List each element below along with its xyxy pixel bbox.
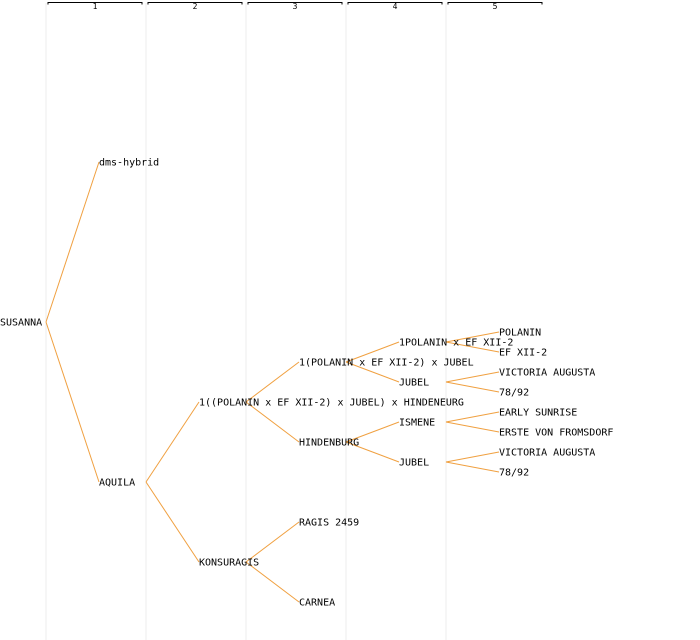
edge-n3-n5 — [245, 361, 300, 403]
edge-n12-n19 — [445, 451, 500, 463]
pedigree-node-n4[interactable]: KONSURAGIS — [199, 558, 259, 569]
pedigree-node-n3[interactable]: 1((POLANIN x EF XII-2) x JUBEL) x HINDEN… — [199, 398, 464, 409]
edge-n10-n15 — [445, 371, 500, 383]
edge-n0-n1 — [45, 161, 100, 323]
column-number-4: 4 — [393, 2, 398, 11]
edge-n12-n20 — [445, 461, 500, 473]
pedigree-node-n11[interactable]: ISMENE — [399, 418, 435, 429]
generation-header: 1 2 3 4 5 — [47, 2, 543, 11]
pedigree-node-n13[interactable]: POLANIN — [499, 328, 541, 339]
pedigree-node-n16[interactable]: 78/92 — [499, 388, 529, 399]
edge-n2-n4 — [145, 481, 200, 563]
pedigree-node-n20[interactable]: 78/92 — [499, 468, 529, 479]
column-bracket-2 — [147, 2, 243, 5]
pedigree-node-n17[interactable]: EARLY SUNRISE — [499, 408, 577, 419]
edge-n6-n12 — [345, 441, 400, 463]
pedigree-node-n10[interactable]: JUBEL — [399, 378, 429, 389]
pedigree-node-n19[interactable]: VICTORIA AUGUSTA — [499, 448, 595, 459]
edge-n2-n3 — [145, 401, 200, 483]
column-bracket-1 — [47, 2, 143, 5]
edge-n9-n13 — [445, 331, 500, 343]
edge-n3-n6 — [245, 401, 300, 443]
column-bracket-5 — [447, 2, 543, 5]
pedigree-node-n7[interactable]: RAGIS 2459 — [299, 518, 359, 529]
pedigree-node-n5[interactable]: 1(POLANIN x EF XII-2) x JUBEL — [299, 358, 474, 369]
edge-n5-n10 — [345, 361, 400, 383]
edge-n6-n11 — [345, 421, 400, 443]
edge-n10-n16 — [445, 381, 500, 393]
pedigree-node-n15[interactable]: VICTORIA AUGUSTA — [499, 368, 595, 379]
pedigree-node-n6[interactable]: HINDENBURG — [299, 438, 359, 449]
column-number-1: 1 — [93, 2, 98, 11]
edge-n9-n14 — [445, 341, 500, 353]
column-number-2: 2 — [193, 2, 198, 11]
edge-n4-n8 — [245, 561, 300, 603]
pedigree-node-n9[interactable]: 1POLANIN x EF XII-2 — [399, 338, 513, 349]
pedigree-node-n0[interactable]: SUSANNA — [0, 318, 42, 329]
edge-n0-n2 — [45, 321, 100, 483]
pedigree-node-n8[interactable]: CARNEA — [299, 598, 335, 609]
pedigree-node-n14[interactable]: EF XII-2 — [499, 348, 547, 359]
column-bracket-3 — [247, 2, 343, 5]
edge-n4-n7 — [245, 521, 300, 563]
edge-n11-n18 — [445, 421, 500, 433]
column-bracket-4 — [347, 2, 443, 5]
edge-n11-n17 — [445, 411, 500, 423]
pedigree-node-n2[interactable]: AQUILA — [99, 478, 135, 489]
column-guides — [45, 3, 447, 640]
pedigree-labels: SUSANNA dms-hybrid AQUILA 1((POLANIN x EF X… — [0, 158, 613, 609]
pedigree-node-n12[interactable]: JUBEL — [399, 458, 429, 469]
column-number-3: 3 — [293, 2, 298, 11]
column-number-5: 5 — [493, 2, 498, 11]
pedigree-edges — [45, 161, 500, 603]
pedigree-node-n1[interactable]: dms-hybrid — [99, 158, 159, 169]
edge-n5-n9 — [345, 341, 400, 363]
pedigree-node-n18[interactable]: ERSTE VON FROMSDORF — [499, 428, 613, 439]
